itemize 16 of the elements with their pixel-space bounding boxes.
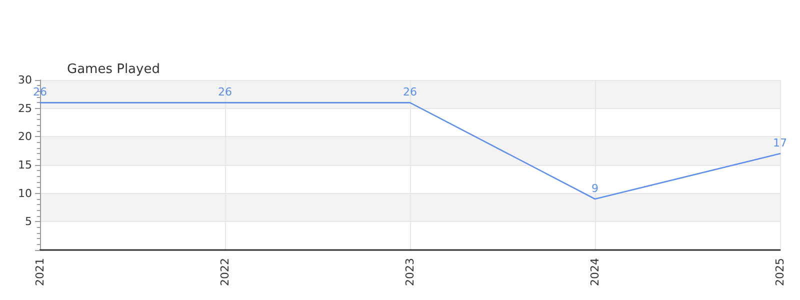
data-label: 17 (773, 136, 787, 150)
y-tick-label: 25 (18, 102, 32, 115)
y-tick-label: 10 (18, 186, 32, 200)
x-tick-label: 2023 (404, 258, 416, 286)
y-tick-label: 15 (18, 158, 32, 172)
y-tick-label: 5 (25, 215, 32, 228)
x-tick-label: 2022 (218, 258, 232, 286)
chart-title: Games Played (67, 62, 160, 77)
x-tick-label: 2021 (34, 258, 46, 286)
data-label: 26 (403, 86, 417, 99)
data-label: 9 (592, 182, 598, 195)
y-tick-label: 20 (18, 130, 32, 144)
y-tick-label: 30 (18, 74, 32, 86)
x-tick-label: 2024 (588, 258, 602, 286)
x-tick-label: 2025 (774, 258, 786, 286)
data-label: 26 (218, 86, 232, 99)
